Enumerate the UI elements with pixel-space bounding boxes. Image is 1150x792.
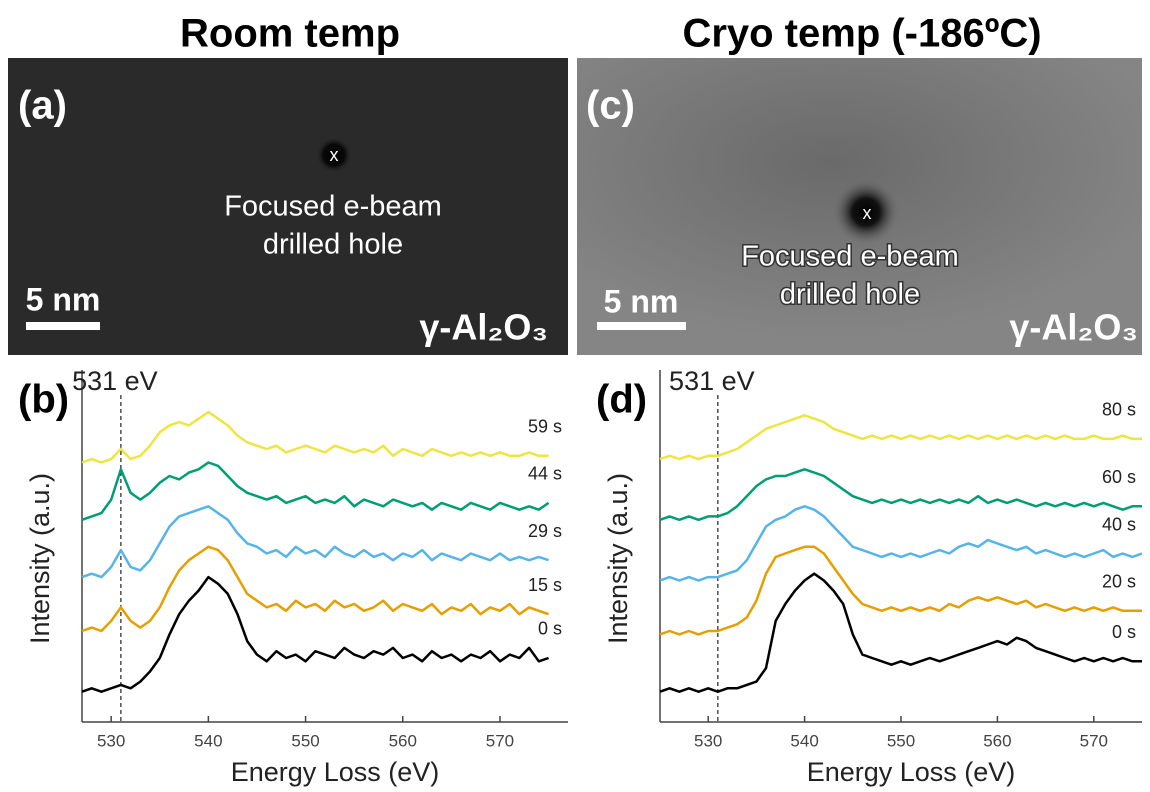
annotation: drilled hole (780, 279, 920, 311)
series-label: 0 s (538, 619, 562, 639)
series-label: 20 s (1102, 572, 1136, 592)
spectrum (659, 468, 1142, 522)
x-axis-label: Energy Loss (eV) (231, 757, 440, 787)
x-tick-label: 560 (389, 731, 417, 750)
x-tick-label: 560 (983, 731, 1011, 750)
x-tick-label: 530 (97, 731, 125, 750)
scale-label: 5 nm (26, 281, 101, 317)
material: γ-Al₂O₃ (419, 307, 548, 348)
spectrum (659, 545, 1142, 636)
hole-marker: x (330, 145, 339, 165)
hole (316, 137, 352, 173)
heading: Room temp (180, 12, 400, 56)
hole (832, 178, 900, 246)
spectrum (659, 505, 1143, 582)
annotation: Focused e-beam (224, 191, 442, 223)
series-label: 59 s (528, 417, 562, 437)
hole-marker: x (863, 203, 872, 223)
image-label: (a) (18, 84, 67, 128)
series-label: 44 s (528, 464, 562, 484)
spectrum (81, 461, 550, 521)
annotation: Focused e-beam (741, 241, 959, 273)
x-tick-label: 540 (194, 731, 222, 750)
y-axis-label: Intensity (a.u.) (603, 473, 633, 644)
series-label: 29 s (528, 521, 562, 541)
x-tick-label: 550 (887, 731, 915, 750)
spectrum (81, 575, 549, 693)
series-label: 60 s (1102, 467, 1136, 487)
x-tick-label: 530 (694, 731, 722, 750)
spectrum (659, 572, 1142, 693)
micrograph (8, 58, 568, 355)
material: γ-Al₂O₃ (1009, 307, 1138, 348)
panel-label: (d) (596, 378, 647, 422)
series-label: 80 s (1102, 400, 1136, 420)
reference-label: 531 eV (669, 366, 755, 396)
image-label: (c) (586, 84, 635, 128)
y-axis-label: Intensity (a.u.) (25, 473, 55, 644)
spectrum (81, 505, 549, 579)
heading: Cryo temp (-186ºC) (682, 12, 1041, 56)
x-axis-label: Energy Loss (eV) (807, 757, 1016, 787)
x-tick-label: 550 (291, 731, 319, 750)
reference-label: 531 eV (72, 366, 158, 396)
scale-label: 5 nm (604, 283, 679, 319)
series-label: 15 s (528, 575, 562, 595)
series-label: 40 s (1102, 514, 1136, 534)
x-tick-label: 540 (790, 731, 818, 750)
panel-label: (b) (18, 378, 69, 422)
annotation: drilled hole (263, 229, 403, 261)
spectrum (81, 410, 549, 464)
series-label: 0 s (1112, 622, 1136, 642)
x-tick-label: 570 (486, 731, 514, 750)
spectrum (659, 414, 1142, 461)
x-tick-label: 570 (1080, 731, 1108, 750)
spectrum (81, 545, 550, 633)
